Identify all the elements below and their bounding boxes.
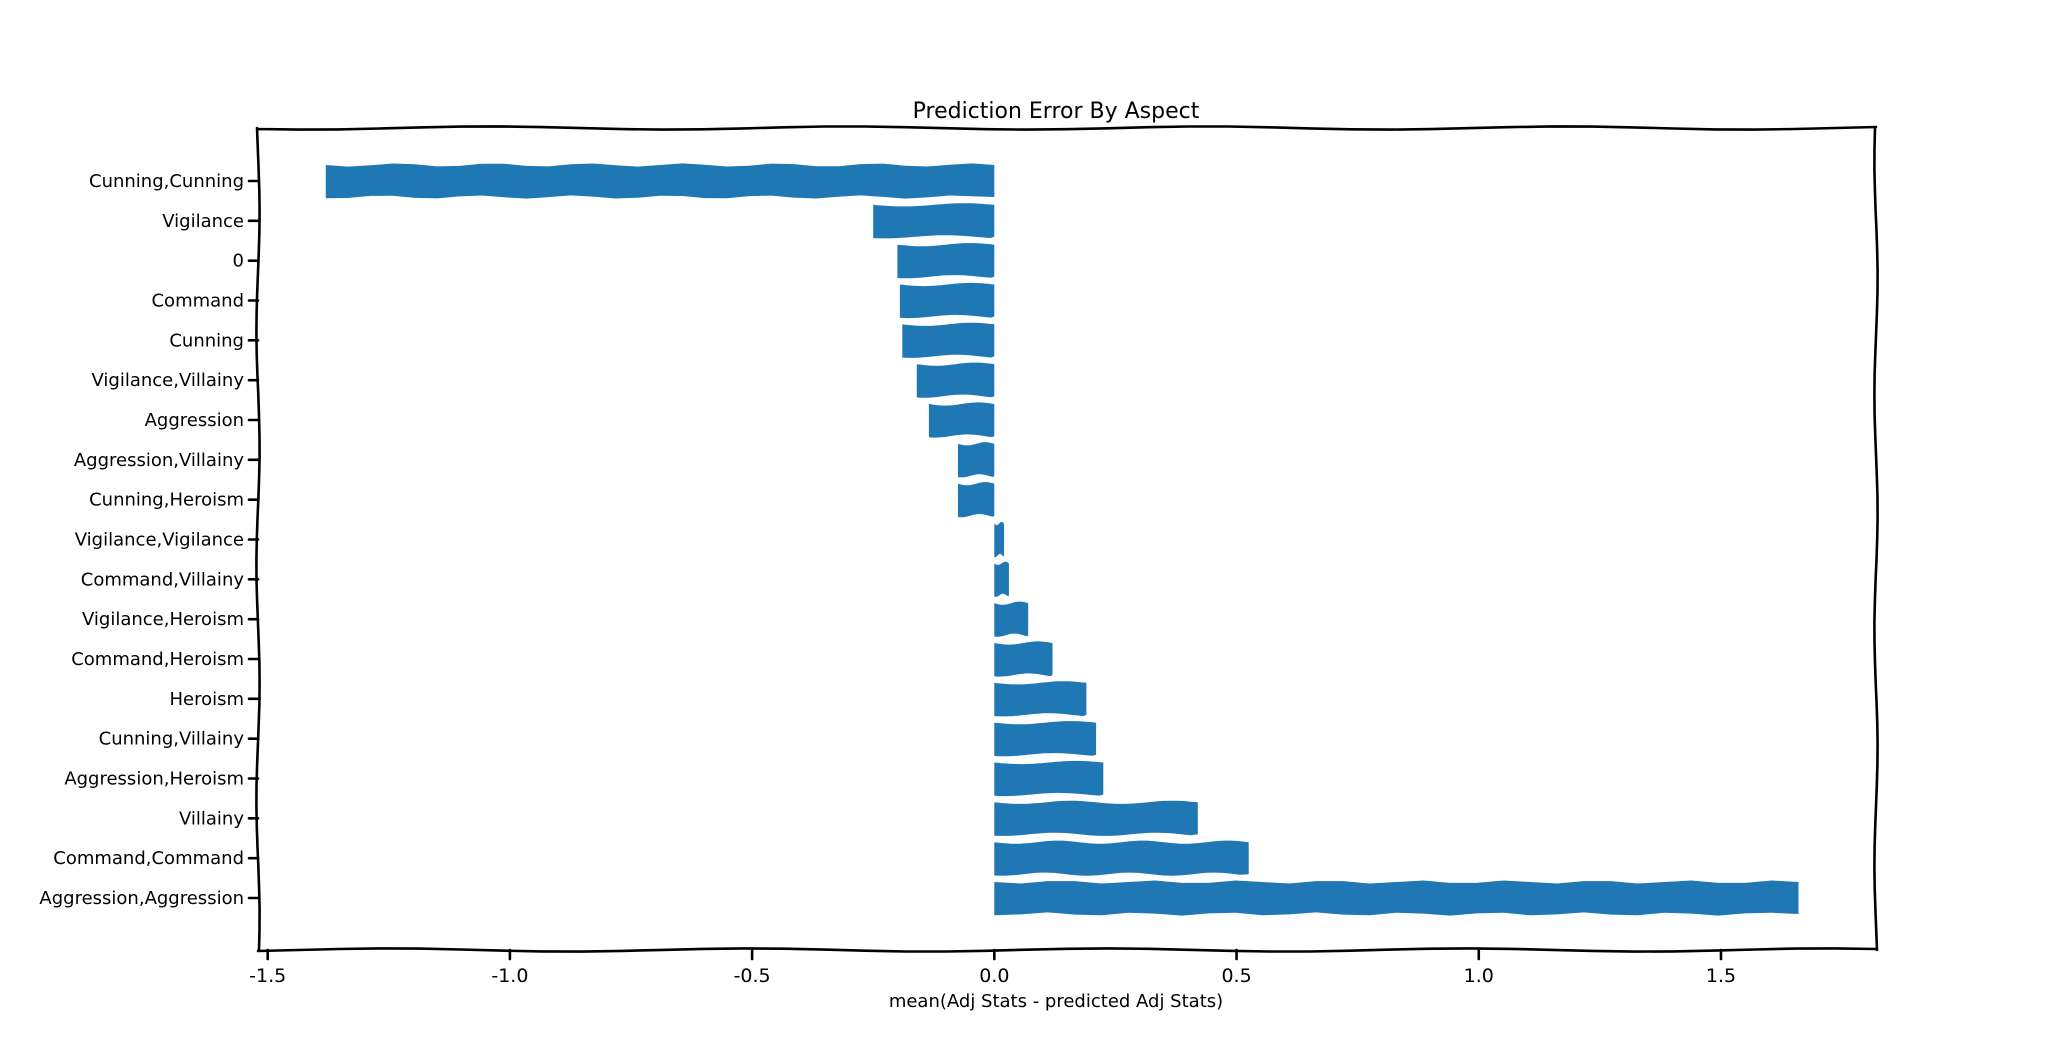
- bar: [899, 282, 995, 319]
- bar: [994, 681, 1087, 717]
- x-axis-label: mean(Adj Stats - predicted Adj Stats): [889, 991, 1223, 1012]
- bar: [958, 482, 995, 518]
- y-tick-label: 0: [233, 251, 244, 272]
- y-tick-label: Cunning,Cunning: [89, 171, 244, 192]
- y-tick-label: Vigilance,Villainy: [92, 370, 245, 391]
- bar: [994, 561, 1009, 597]
- axes-frame: [255, 125, 1879, 953]
- y-tick-label: Vigilance,Heroism: [82, 609, 244, 630]
- y-axis: Cunning,Cunning Vigilance 0 Command Cunning V…: [39, 171, 260, 909]
- y-tick-label: Aggression,Aggression: [39, 888, 244, 909]
- y-tick-label: Command,Villainy: [81, 569, 245, 590]
- bars-group: [325, 163, 1799, 916]
- y-tick-label: Aggression: [145, 410, 244, 431]
- bar: [902, 322, 995, 358]
- bar: [994, 840, 1249, 876]
- x-tick-label: 1.0: [1464, 965, 1494, 987]
- bar: [994, 721, 1097, 757]
- y-tick-label: Command,Heroism: [71, 649, 244, 670]
- y-tick-label: Aggression,Heroism: [64, 769, 244, 790]
- y-tick-label: Villainy: [179, 808, 244, 829]
- x-tick-label: -1.5: [249, 965, 286, 987]
- bar: [994, 641, 1053, 677]
- bar: [325, 163, 995, 199]
- x-tick-label: -0.5: [734, 965, 771, 987]
- y-tick-label: Aggression,Villainy: [74, 450, 245, 471]
- x-tick-label: 0.5: [1221, 965, 1251, 987]
- x-tick-label: 0.0: [979, 965, 1009, 987]
- bar: [873, 203, 995, 239]
- bar: [994, 521, 1004, 558]
- y-tick-label: Vigilance,Vigilance: [75, 530, 244, 551]
- bar: [958, 442, 995, 478]
- y-tick-label: Command: [151, 291, 244, 312]
- bar: [994, 601, 1029, 637]
- y-tick-label: Heroism: [169, 689, 244, 710]
- y-tick-label: Cunning,Villainy: [99, 729, 245, 750]
- bar: [916, 362, 995, 398]
- y-tick-label: Command,Command: [53, 848, 244, 869]
- bar: [928, 402, 995, 438]
- x-tick-label: -1.0: [491, 965, 528, 987]
- y-tick-label: Cunning,Heroism: [89, 490, 244, 511]
- bar: [994, 760, 1104, 797]
- chart-title: Prediction Error By Aspect: [913, 99, 1200, 124]
- bar: [897, 243, 995, 279]
- bar: [994, 800, 1198, 836]
- y-tick-label: Cunning: [169, 330, 244, 351]
- x-axis: -1.5 -1.0 -0.5 0.0 0.5 1.0 1.5: [249, 948, 1736, 987]
- x-tick-label: 1.5: [1706, 965, 1736, 987]
- y-tick-label: Vigilance: [162, 211, 244, 232]
- bar: [994, 880, 1799, 916]
